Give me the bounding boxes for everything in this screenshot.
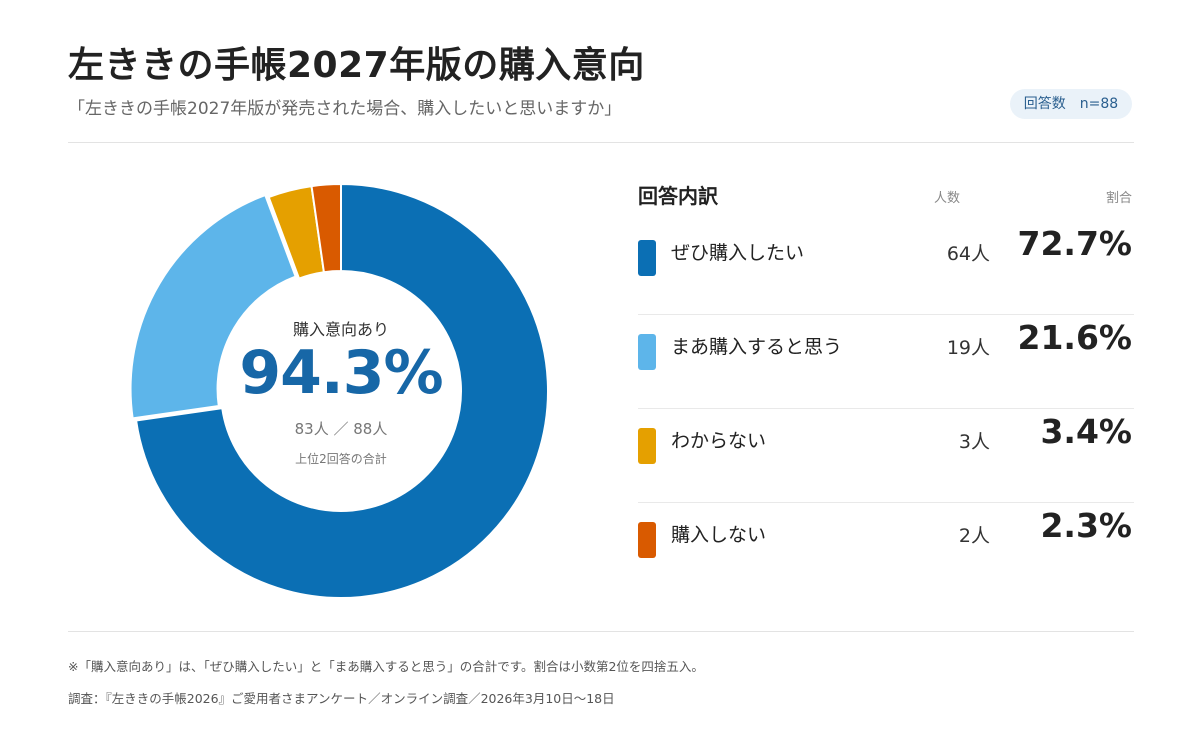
donut-slice <box>134 182 549 599</box>
legend-label: わからない <box>671 430 767 452</box>
page-title: 左ききの手帳2027年版の購入意向 <box>68 45 645 86</box>
center-count: 83人 ／ 88人 <box>294 420 388 438</box>
legend-row: ぜひ購入したい 64人 72.7% <box>638 222 1134 316</box>
donut-chart <box>129 182 549 599</box>
legend-percent: 2.3% <box>1040 506 1132 545</box>
legend-count-header: 人数 <box>933 191 960 206</box>
center-percentage: 94.3% <box>239 338 443 408</box>
legend-swatch <box>638 334 656 370</box>
footnote: ※「購入意向あり」は、「ぜひ購入したい」と「まあ購入すると思う」の合計です。割合… <box>68 659 704 674</box>
legend-percent: 72.7% <box>1017 224 1133 263</box>
donut-slice <box>310 182 342 274</box>
header-divider <box>68 142 1134 143</box>
row-divider <box>638 408 1134 409</box>
row-divider <box>638 314 1134 315</box>
legend-count: 19人 <box>946 337 990 359</box>
respondent-count-badge: 回答数 n=88 <box>1010 89 1132 119</box>
legend-percent: 21.6% <box>1017 318 1133 357</box>
footer-divider <box>68 631 1134 632</box>
legend-count: 64人 <box>946 243 990 265</box>
legend-swatch <box>638 428 656 464</box>
legend-label: 購入しない <box>671 524 767 546</box>
legend-share-header: 割合 <box>1105 191 1132 206</box>
legend-count: 3人 <box>958 431 990 453</box>
legend-percent: 3.4% <box>1040 412 1132 451</box>
legend-title: 回答内訳 <box>638 184 718 208</box>
legend-swatch <box>638 240 656 276</box>
survey-source: 調査：『左ききの手帳2026』ご愛用者さまアンケート／オンライン調査／2026年… <box>68 691 615 706</box>
legend-label: ぜひ購入したい <box>671 242 805 264</box>
legend-label: まあ購入すると思う <box>671 336 843 358</box>
survey-question: 「左ききの手帳2027年版が発売された場合、購入したいと思いますか」 <box>68 99 622 119</box>
center-caption: 購入意向あり <box>292 320 389 339</box>
row-divider <box>638 502 1134 503</box>
legend-row: わからない 3人 3.4% <box>638 410 1134 504</box>
center-note: 上位2回答の合計 <box>295 452 387 466</box>
legend-swatch <box>638 522 656 558</box>
donut-slice <box>129 193 297 420</box>
legend-row: まあ購入すると思う 19人 21.6% <box>638 316 1134 410</box>
legend-row: 購入しない 2人 2.3% <box>638 504 1134 598</box>
legend-count: 2人 <box>958 525 990 547</box>
